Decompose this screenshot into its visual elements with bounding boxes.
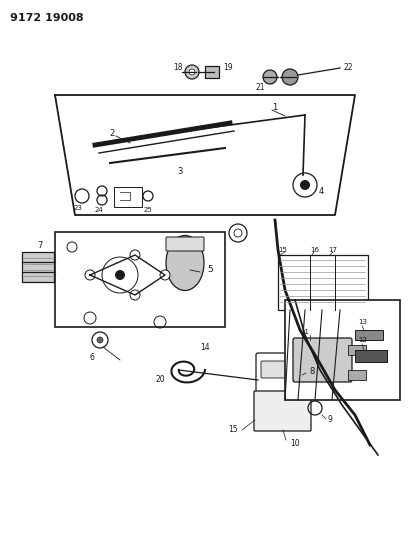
FancyBboxPatch shape (22, 252, 54, 282)
Circle shape (189, 69, 195, 75)
Circle shape (263, 70, 277, 84)
Circle shape (185, 65, 199, 79)
Text: 3: 3 (177, 166, 182, 175)
Text: 9172 19008: 9172 19008 (10, 13, 83, 23)
Text: 7: 7 (37, 240, 43, 249)
FancyBboxPatch shape (278, 255, 368, 310)
Text: 15: 15 (278, 247, 287, 253)
Ellipse shape (166, 236, 204, 290)
Text: 12: 12 (358, 337, 367, 343)
Circle shape (282, 69, 298, 85)
Text: 17: 17 (328, 247, 337, 253)
Text: 24: 24 (95, 207, 104, 213)
Text: 20: 20 (155, 376, 165, 384)
Text: 13: 13 (358, 319, 367, 325)
FancyBboxPatch shape (348, 370, 366, 380)
Text: 8: 8 (309, 367, 315, 376)
FancyBboxPatch shape (114, 187, 142, 207)
FancyBboxPatch shape (285, 300, 400, 400)
Text: 14: 14 (200, 343, 210, 352)
Text: 2: 2 (109, 128, 115, 138)
Text: 15: 15 (228, 425, 238, 434)
FancyBboxPatch shape (256, 353, 305, 412)
FancyBboxPatch shape (166, 237, 204, 251)
Circle shape (85, 270, 95, 280)
Text: 4: 4 (319, 188, 323, 197)
Text: 22: 22 (343, 63, 353, 72)
Circle shape (300, 180, 310, 190)
Circle shape (115, 270, 125, 280)
Text: 21: 21 (255, 84, 265, 93)
FancyBboxPatch shape (355, 330, 383, 340)
Text: 23: 23 (74, 205, 83, 211)
Circle shape (97, 337, 103, 343)
Text: 11: 11 (300, 329, 309, 335)
Text: 5: 5 (207, 265, 213, 274)
Text: 9: 9 (328, 416, 332, 424)
Circle shape (160, 270, 170, 280)
FancyBboxPatch shape (355, 350, 387, 362)
FancyBboxPatch shape (348, 345, 366, 355)
Text: 16: 16 (310, 247, 319, 253)
FancyBboxPatch shape (205, 66, 219, 78)
Circle shape (130, 250, 140, 260)
Text: 19: 19 (223, 63, 233, 72)
Text: 10: 10 (290, 439, 300, 448)
Text: 18: 18 (173, 63, 183, 72)
FancyBboxPatch shape (293, 338, 352, 382)
Circle shape (130, 290, 140, 300)
Text: 25: 25 (143, 207, 152, 213)
Text: 1: 1 (272, 103, 277, 112)
Text: 6: 6 (90, 353, 95, 362)
FancyBboxPatch shape (261, 361, 300, 378)
FancyBboxPatch shape (55, 232, 225, 327)
FancyBboxPatch shape (254, 391, 311, 431)
